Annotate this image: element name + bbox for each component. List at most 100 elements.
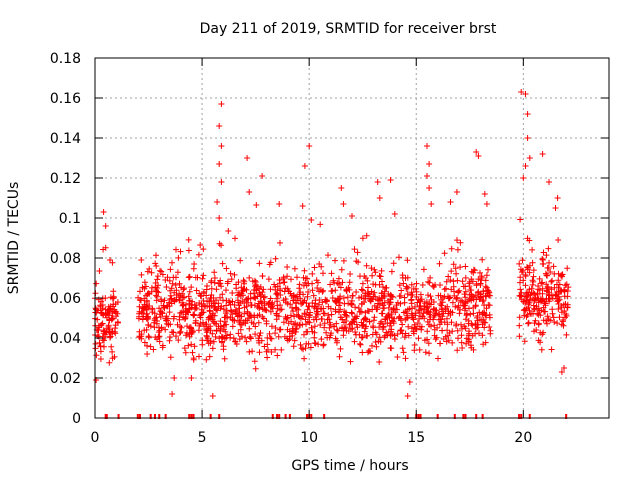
data-point — [97, 343, 104, 350]
data-point — [291, 265, 298, 272]
data-point — [487, 292, 493, 299]
data-point — [400, 309, 407, 316]
data-point — [290, 321, 297, 328]
y-tick-label: 0.08 — [50, 251, 81, 267]
data-point — [314, 285, 321, 291]
data-point — [226, 299, 233, 306]
data-point — [284, 326, 291, 333]
data-point — [420, 310, 427, 317]
data-point — [306, 314, 313, 321]
data-point — [356, 294, 362, 301]
data-point — [404, 274, 411, 281]
data-point — [178, 284, 184, 291]
data-point — [356, 340, 363, 347]
data-point — [559, 271, 566, 278]
data-point — [247, 334, 254, 341]
data-point — [426, 279, 433, 286]
data-point — [441, 286, 448, 293]
data-point — [368, 288, 375, 295]
data-point — [111, 308, 117, 315]
data-point — [349, 292, 356, 299]
data-point — [478, 274, 485, 281]
data-point — [524, 111, 531, 117]
data-point — [301, 163, 308, 169]
data-point — [353, 258, 360, 265]
data-point — [197, 314, 204, 321]
data-point — [217, 280, 224, 287]
data-point — [520, 277, 527, 284]
data-point — [340, 201, 347, 207]
data-point — [428, 201, 435, 207]
data-point — [156, 305, 163, 312]
data-point — [102, 223, 109, 229]
data-point — [246, 325, 253, 332]
data-point — [565, 284, 572, 291]
y-tick-label: 0.04 — [50, 331, 81, 347]
data-point — [167, 266, 174, 273]
data-point — [408, 310, 415, 317]
data-point — [441, 293, 448, 300]
data-point — [549, 306, 556, 313]
data-point — [335, 280, 342, 287]
data-point — [256, 285, 263, 292]
data-point — [278, 346, 285, 353]
data-point — [167, 292, 174, 299]
data-point — [252, 323, 259, 330]
data-point — [272, 346, 279, 353]
data-point — [554, 195, 561, 201]
data-point — [447, 277, 454, 284]
data-point — [558, 309, 565, 316]
data-point — [417, 298, 424, 305]
data-point — [431, 332, 438, 339]
data-point — [447, 294, 453, 301]
data-point — [372, 281, 379, 288]
data-point — [462, 274, 469, 281]
data-point — [191, 311, 198, 318]
data-point — [448, 268, 455, 275]
data-point — [400, 280, 407, 287]
data-point — [347, 271, 354, 277]
data-point — [457, 306, 463, 313]
data-point — [246, 348, 253, 355]
data-point — [236, 336, 243, 343]
data-point — [206, 353, 213, 360]
data-point — [481, 324, 488, 331]
data-point — [390, 260, 397, 267]
data-point — [114, 310, 121, 317]
data-point — [326, 324, 333, 331]
data-point — [254, 293, 261, 300]
data-point — [358, 334, 365, 341]
data-point — [367, 298, 374, 305]
data-point — [391, 315, 398, 322]
y-tick-label: 0.06 — [50, 291, 81, 307]
data-point — [191, 343, 198, 350]
data-point — [448, 245, 455, 252]
data-point — [327, 281, 334, 288]
data-point — [304, 275, 311, 282]
data-point — [160, 304, 167, 310]
data-point — [470, 310, 477, 317]
data-point — [534, 291, 541, 298]
data-point — [453, 322, 459, 329]
data-point — [176, 297, 183, 304]
data-point — [397, 300, 404, 307]
data-point — [274, 352, 281, 359]
y-tick-label: 0.16 — [50, 91, 81, 107]
data-point — [482, 339, 489, 346]
data-point — [164, 274, 171, 281]
data-point — [424, 303, 431, 310]
data-point — [152, 260, 159, 267]
x-axis-label: GPS time / hours — [291, 458, 408, 474]
data-point — [485, 287, 492, 294]
data-point — [333, 339, 340, 346]
data-point — [218, 101, 225, 107]
data-point — [259, 173, 266, 179]
data-point — [457, 264, 464, 271]
data-point — [518, 269, 525, 276]
data-point — [297, 341, 304, 348]
data-point — [309, 300, 316, 306]
data-point — [531, 306, 538, 313]
data-point — [320, 270, 326, 277]
data-point — [352, 304, 359, 311]
plot-frame — [94, 57, 610, 419]
